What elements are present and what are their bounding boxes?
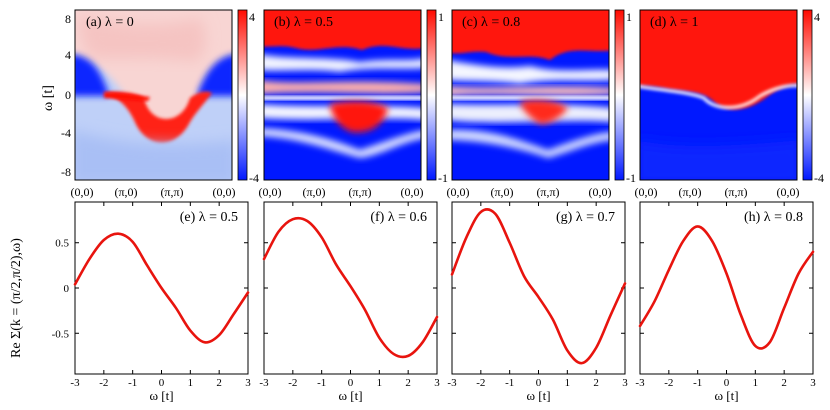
heatmap-x-tick-label: (π,π) <box>724 185 747 199</box>
colorbar-a-bottom-label: -4 <box>249 171 259 185</box>
x-tick-label: 2 <box>216 377 222 389</box>
series-line-h <box>638 225 815 350</box>
colorbar-c <box>614 9 625 181</box>
heatmap-y-axis-label: ω [t] <box>41 85 56 111</box>
heatmap-b-xticks: (0,0) (π,0) (π,π) (0,0) <box>259 185 424 199</box>
heatmap-y-tick-label: 8 <box>65 12 71 26</box>
x-tick-label: 1 <box>188 377 194 389</box>
heatmap-c-xticks: (0,0) (π,0) (π,π) (0,0) <box>447 185 612 199</box>
heatmap-x-tick-label: (π,π) <box>160 185 183 199</box>
colorbar-b-top-label: 1 <box>438 10 444 24</box>
heatmap-x-tick-label: (0,0) <box>401 185 424 199</box>
x-tick-label: -3 <box>259 377 269 389</box>
heatmap-y-tick-label: -4 <box>61 126 71 140</box>
plot-frame <box>451 201 626 375</box>
colorbar-a-top-label: 4 <box>249 10 255 24</box>
panel-a-title: (a) λ = 0 <box>86 15 134 30</box>
x-tick-label: -1 <box>505 377 514 389</box>
heatmap-x-tick-label: (0,0) <box>213 185 236 199</box>
panel-d-title: (d) λ = 1 <box>650 15 699 30</box>
panel-e-title: (e) λ = 0.5 <box>180 210 238 225</box>
x-tick-label: 3 <box>622 377 628 389</box>
x-tick-label: -3 <box>635 377 645 389</box>
x-tick-label: -3 <box>447 377 457 389</box>
heatmap-x-tick-label: (0,0) <box>777 185 800 199</box>
heatmap-y-tick-label: 4 <box>65 48 71 62</box>
panel-c-title: (c) λ = 0.8 <box>462 15 520 30</box>
heatmap-c <box>451 9 610 181</box>
heatmap-x-tick-label: (0,0) <box>447 185 470 199</box>
heatmap-d <box>639 9 798 181</box>
x-tick-label: 1 <box>377 377 383 389</box>
x-tick-label: -1 <box>693 377 702 389</box>
line-panels: -3 -2 -1 0 1 2 3 0.5 0 -0.5 ω [t] (e) λ = 0.5 -3 -2 -1… <box>52 201 816 403</box>
line-panel-e: -3 -2 -1 0 1 2 3 0.5 0 -0.5 ω [t] (e) λ = 0.5 <box>52 201 251 403</box>
x-tick-label: 0 <box>724 377 730 389</box>
heatmap-x-tick-label: (0,0) <box>589 185 612 199</box>
x-tick-label: 0 <box>348 377 354 389</box>
y-tick-label: 0 <box>64 283 70 295</box>
colorbar-c-top-label: 1 <box>626 10 632 24</box>
x-axis-label: ω [t] <box>714 388 738 403</box>
heatmap-x-tick-label: (0,0) <box>259 185 282 199</box>
x-tick-label: 1 <box>753 377 759 389</box>
heatmap-a-yticks: 8 4 0 -4 -8 <box>61 12 71 179</box>
colorbar-b <box>426 9 437 181</box>
series-line-e <box>73 232 250 344</box>
colorbar-c-bottom-label: -1 <box>626 171 636 185</box>
line-panel-h: -3 -2 -1 0 1 2 3 ω [t] (h) λ = 0.8 <box>635 201 816 403</box>
x-tick-label: 2 <box>781 377 787 389</box>
heatmap-d-xticks: (0,0) (π,0) (π,π) (0,0) <box>635 185 800 199</box>
x-tick-label: -2 <box>664 377 673 389</box>
heatmap-x-tick-label: (π,π) <box>348 185 371 199</box>
x-tick-label: 3 <box>434 377 440 389</box>
x-axis-label: ω [t] <box>526 388 550 403</box>
heatmap-x-tick-label: (π,π) <box>536 185 559 199</box>
colorbar-d-top-label: 4 <box>814 10 820 24</box>
x-tick-label: -1 <box>317 377 326 389</box>
line-panel-f: -3 -2 -1 0 1 2 3 ω [t] (f) λ = 0.6 <box>259 201 440 403</box>
heatmap-x-tick-label: (π,0) <box>114 185 137 199</box>
colorbar-a <box>237 9 248 181</box>
x-tick-label: 3 <box>245 377 251 389</box>
plot-frame <box>639 201 814 375</box>
x-tick-label: 0 <box>536 377 542 389</box>
heatmap-b <box>263 9 422 181</box>
x-tick-label: -2 <box>99 377 108 389</box>
x-tick-label: -2 <box>288 377 297 389</box>
heatmap-y-tick-label: -8 <box>61 165 71 179</box>
heatmap-x-tick-label: (π,0) <box>678 185 701 199</box>
series-line-g <box>450 208 627 365</box>
x-tick-label: -2 <box>476 377 485 389</box>
heatmap-y-tick-label: 0 <box>65 88 71 102</box>
x-tick-label: 1 <box>565 377 571 389</box>
colorbar-d <box>802 9 813 181</box>
heatmap-a-xticks: (0,0) (π,0) (π,π) (0,0) <box>71 185 236 199</box>
line-y-axis-label: Re Σ(k = (π/2,π/2),ω) <box>9 238 24 358</box>
y-tick-label: 0.5 <box>55 238 69 250</box>
y-tick-label: -0.5 <box>52 328 70 340</box>
heatmap-a <box>74 9 233 181</box>
panel-h-title: (h) λ = 0.8 <box>744 210 803 225</box>
line-panel-g: -3 -2 -1 0 1 2 3 ω [t] (g) λ = 0.7 <box>447 201 628 403</box>
x-axis-label: ω [t] <box>338 388 362 403</box>
panel-b-title: (b) λ = 0.5 <box>274 15 333 30</box>
series-line-f <box>262 216 439 359</box>
heatmap-x-tick-label: (π,0) <box>302 185 325 199</box>
x-tick-label: 2 <box>405 377 411 389</box>
panel-f-title: (f) λ = 0.6 <box>370 210 427 225</box>
x-tick-label: 3 <box>810 377 816 389</box>
heatmap-x-tick-label: (0,0) <box>71 185 94 199</box>
x-tick-label: 0 <box>159 377 165 389</box>
x-tick-label: 2 <box>593 377 599 389</box>
heatmap-x-tick-label: (0,0) <box>635 185 658 199</box>
colorbar-d-bottom-label: -4 <box>814 171 824 185</box>
x-tick-label: -1 <box>128 377 137 389</box>
x-tick-label: -3 <box>70 377 80 389</box>
x-axis-label: ω [t] <box>149 388 173 403</box>
heatmap-x-tick-label: (π,0) <box>490 185 513 199</box>
panel-g-title: (g) λ = 0.7 <box>556 210 615 225</box>
colorbar-b-bottom-label: -1 <box>438 171 448 185</box>
